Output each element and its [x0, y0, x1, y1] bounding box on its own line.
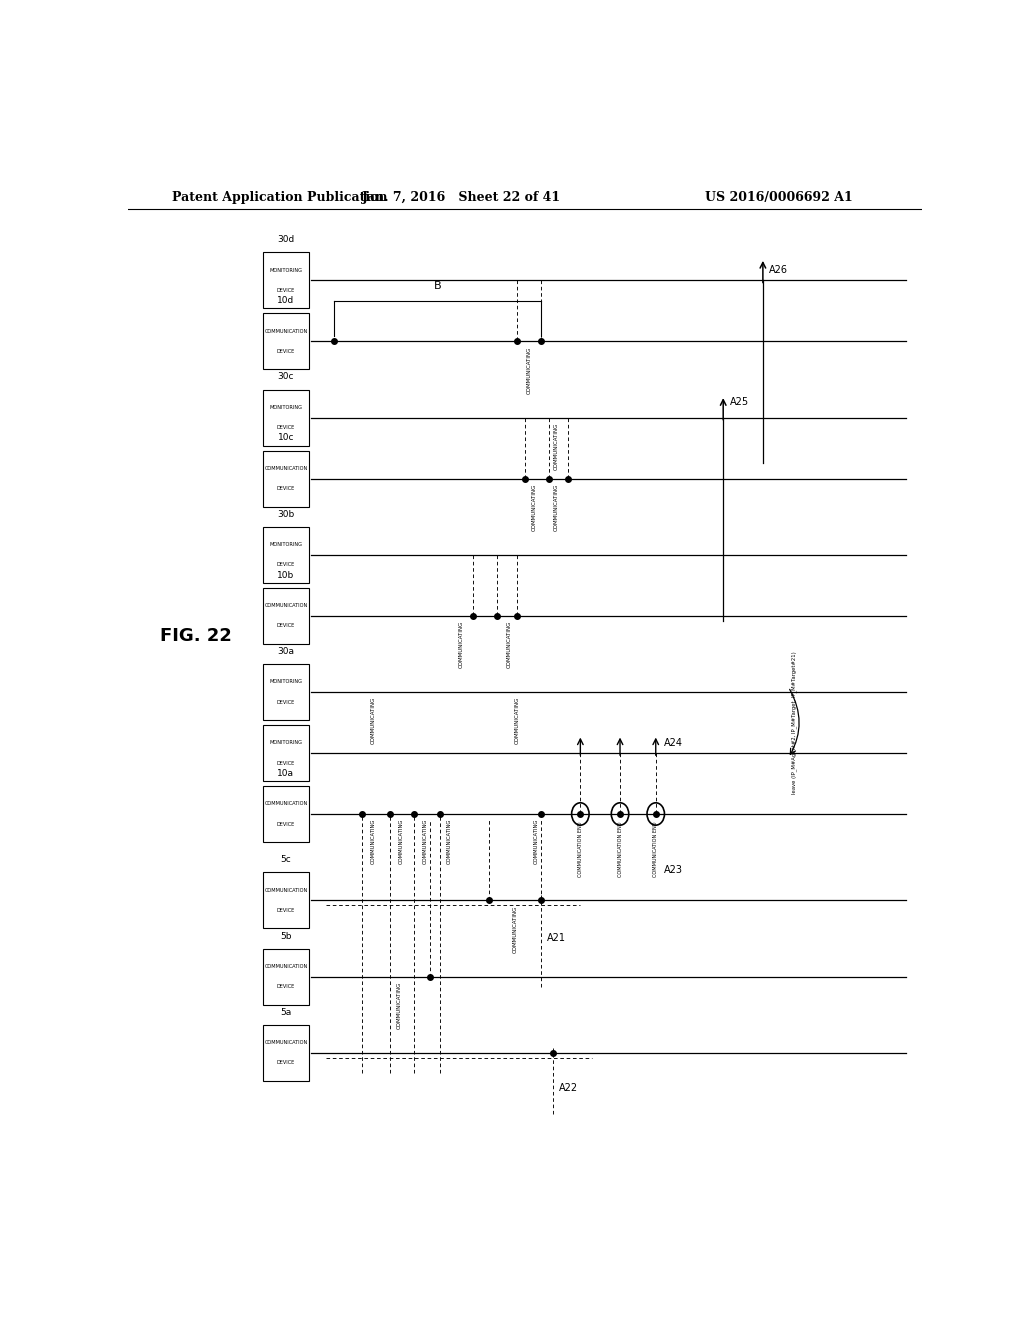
- Text: B: B: [434, 281, 441, 290]
- Text: DEVICE: DEVICE: [276, 562, 295, 568]
- Text: 30c: 30c: [278, 372, 294, 381]
- Text: A22: A22: [559, 1084, 579, 1093]
- Text: COMMUNICATING: COMMUNICATING: [422, 818, 427, 865]
- Bar: [263, 450, 309, 507]
- Text: MONITORING: MONITORING: [269, 680, 302, 685]
- Text: 30b: 30b: [278, 510, 295, 519]
- Text: 10c: 10c: [278, 433, 294, 442]
- Text: COMMUNICATION: COMMUNICATION: [264, 801, 307, 807]
- Text: DEVICE: DEVICE: [276, 821, 295, 826]
- Text: leave (IP_M#Agent#2, IP_M#Target, IP_M#Target#21): leave (IP_M#Agent#2, IP_M#Target, IP_M#T…: [792, 651, 797, 793]
- Bar: [263, 873, 309, 928]
- Text: 5c: 5c: [281, 855, 291, 865]
- Text: COMMUNICATING: COMMUNICATING: [535, 818, 540, 865]
- Text: DEVICE: DEVICE: [276, 486, 295, 491]
- Text: DEVICE: DEVICE: [276, 348, 295, 354]
- Bar: [263, 664, 309, 719]
- Text: DEVICE: DEVICE: [276, 623, 295, 628]
- Text: DEVICE: DEVICE: [276, 700, 295, 705]
- Text: COMMUNICATING: COMMUNICATING: [397, 982, 401, 1030]
- Text: A21: A21: [547, 933, 566, 944]
- Text: FIG. 22: FIG. 22: [160, 627, 231, 645]
- Text: 5b: 5b: [281, 932, 292, 941]
- Text: COMMUNICATION END: COMMUNICATION END: [653, 821, 658, 876]
- Bar: [263, 252, 309, 309]
- Text: COMMUNICATION: COMMUNICATION: [264, 329, 307, 334]
- Bar: [263, 949, 309, 1005]
- Text: COMMUNICATION END: COMMUNICATION END: [578, 821, 583, 876]
- Text: 30a: 30a: [278, 647, 295, 656]
- Text: COMMUNICATING: COMMUNICATING: [507, 620, 511, 668]
- Text: MONITORING: MONITORING: [269, 741, 302, 746]
- Text: COMMUNICATING: COMMUNICATING: [513, 906, 518, 953]
- Bar: [263, 725, 309, 781]
- Text: COMMUNICATING: COMMUNICATING: [371, 818, 376, 865]
- Text: COMMUNICATING: COMMUNICATING: [526, 346, 531, 393]
- Text: COMMUNICATING: COMMUNICATING: [446, 818, 452, 865]
- Bar: [263, 1024, 309, 1081]
- Text: COMMUNICATING: COMMUNICATING: [531, 483, 537, 531]
- Text: COMMUNICATION: COMMUNICATION: [264, 1040, 307, 1045]
- Text: DEVICE: DEVICE: [276, 425, 295, 430]
- Bar: [263, 785, 309, 842]
- Text: COMMUNICATION END: COMMUNICATION END: [617, 821, 623, 876]
- Text: COMMUNICATION: COMMUNICATION: [264, 888, 307, 892]
- Text: A25: A25: [729, 397, 749, 408]
- Text: A26: A26: [769, 265, 788, 275]
- Bar: [263, 389, 309, 446]
- Bar: [263, 587, 309, 644]
- Text: MONITORING: MONITORING: [269, 405, 302, 411]
- Text: A23: A23: [664, 865, 683, 875]
- Text: COMMUNICATING: COMMUNICATING: [554, 422, 559, 470]
- Text: MONITORING: MONITORING: [269, 268, 302, 273]
- Text: DEVICE: DEVICE: [276, 985, 295, 989]
- Text: DEVICE: DEVICE: [276, 288, 295, 293]
- Text: COMMUNICATION: COMMUNICATION: [264, 466, 307, 471]
- Text: COMMUNICATING: COMMUNICATING: [514, 697, 519, 744]
- Text: COMMUNICATING: COMMUNICATING: [398, 818, 403, 865]
- Text: COMMUNICATION: COMMUNICATION: [264, 964, 307, 969]
- Bar: [263, 527, 309, 582]
- Text: COMMUNICATING: COMMUNICATING: [371, 697, 376, 744]
- Text: COMMUNICATING: COMMUNICATING: [554, 483, 559, 531]
- Bar: [263, 313, 309, 370]
- Text: COMMUNICATING: COMMUNICATING: [459, 620, 464, 668]
- Text: DEVICE: DEVICE: [276, 760, 295, 766]
- Text: 30d: 30d: [278, 235, 295, 244]
- Text: DEVICE: DEVICE: [276, 1060, 295, 1065]
- Text: DEVICE: DEVICE: [276, 908, 295, 913]
- Text: US 2016/0006692 A1: US 2016/0006692 A1: [705, 190, 853, 203]
- Text: Jan. 7, 2016   Sheet 22 of 41: Jan. 7, 2016 Sheet 22 of 41: [361, 190, 561, 203]
- Text: COMMUNICATION: COMMUNICATION: [264, 603, 307, 609]
- Text: 10d: 10d: [278, 296, 295, 305]
- Text: 10a: 10a: [278, 768, 295, 777]
- Text: MONITORING: MONITORING: [269, 543, 302, 548]
- Text: Patent Application Publication: Patent Application Publication: [172, 190, 387, 203]
- Text: 5a: 5a: [281, 1007, 292, 1016]
- Text: 10b: 10b: [278, 570, 295, 579]
- Text: A24: A24: [664, 738, 683, 748]
